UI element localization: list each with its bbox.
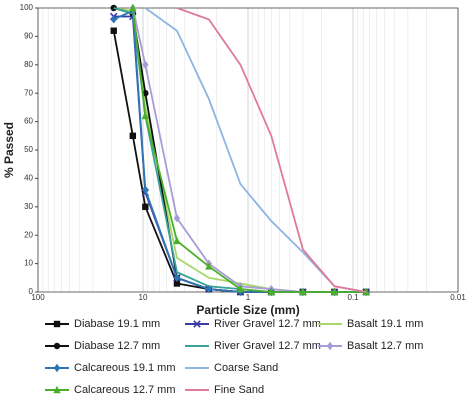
marker: [193, 320, 201, 328]
x-tick-label: 0.1: [347, 293, 359, 302]
y-tick-label: 80: [24, 60, 33, 69]
marker: [110, 27, 117, 34]
marker: [142, 60, 149, 69]
series-line: [144, 7, 367, 293]
series-line: [113, 7, 367, 293]
legend-item: Calcareous 12.7 mm: [45, 384, 176, 396]
legend-item: River Gravel 12.7 mm: [185, 318, 321, 330]
marker: [53, 385, 61, 394]
legend-item: River Gravel 12.7 mm: [185, 340, 321, 352]
marker: [53, 320, 61, 328]
legend-item: Diabase 12.7 mm: [45, 340, 160, 352]
legend-label: Basalt 19.1 mm: [347, 318, 423, 330]
series-line: [131, 7, 367, 293]
marker: [142, 203, 149, 210]
y-tick-label: 90: [24, 32, 33, 41]
marker: [267, 287, 275, 296]
y-tick-label: 0: [29, 287, 34, 296]
marker: [173, 273, 181, 282]
marker: [53, 342, 61, 350]
x-tick-label: 0.01: [450, 293, 466, 302]
y-tick-label: 20: [24, 230, 33, 239]
legend-item: Diabase 19.1 mm: [45, 318, 160, 330]
y-tick-label: 70: [24, 88, 33, 97]
marker: [129, 3, 137, 12]
marker: [299, 287, 307, 296]
legend-item: Basalt 12.7 mm: [318, 340, 423, 352]
x-axis-title: Particle Size (mm): [196, 303, 299, 317]
marker: [110, 15, 117, 24]
x-tick-label: 1: [246, 293, 251, 302]
marker: [173, 213, 181, 223]
legend-item: Calcareous 19.1 mm: [45, 362, 176, 374]
legend-item: Coarse Sand: [185, 362, 278, 374]
legend-label: Calcareous 19.1 mm: [74, 362, 176, 374]
series-line: [131, 7, 367, 293]
x-tick-label: 100: [31, 293, 45, 302]
series-line: [113, 15, 367, 293]
legend-label: Calcareous 12.7 mm: [74, 384, 176, 396]
marker: [173, 280, 181, 287]
y-tick-label: 100: [20, 3, 34, 12]
y-tick-label: 30: [24, 202, 33, 211]
y-tick-label: 50: [24, 145, 33, 154]
marker: [53, 363, 61, 373]
legend-label: River Gravel 12.7 mm: [214, 318, 321, 330]
marker: [326, 341, 334, 351]
series-line: [113, 9, 367, 293]
marker: [330, 287, 339, 296]
series-line: [176, 7, 367, 293]
series-line: [112, 30, 367, 293]
legend-label: River Gravel 12.7 mm: [214, 340, 321, 352]
legend-item: Basalt 19.1 mm: [318, 318, 423, 330]
y-tick-label: 10: [24, 259, 33, 268]
x-tick-label: 10: [139, 293, 148, 302]
marker: [173, 236, 181, 245]
y-axis-title: % Passed: [2, 122, 16, 178]
legend-label: Diabase 12.7 mm: [74, 340, 160, 352]
marker: [205, 284, 213, 294]
legend-label: Fine Sand: [214, 384, 264, 396]
marker: [141, 111, 150, 120]
legend-label: Coarse Sand: [214, 362, 278, 374]
legend-label: Basalt 12.7 mm: [347, 340, 423, 352]
marker: [236, 284, 245, 293]
y-tick-label: 60: [24, 117, 33, 126]
marker: [129, 132, 137, 139]
marker: [142, 185, 149, 194]
y-tick-label: 40: [24, 174, 33, 183]
legend-label: Diabase 19.1 mm: [74, 318, 160, 330]
marker: [205, 262, 213, 270]
legend-item: Fine Sand: [185, 384, 264, 396]
